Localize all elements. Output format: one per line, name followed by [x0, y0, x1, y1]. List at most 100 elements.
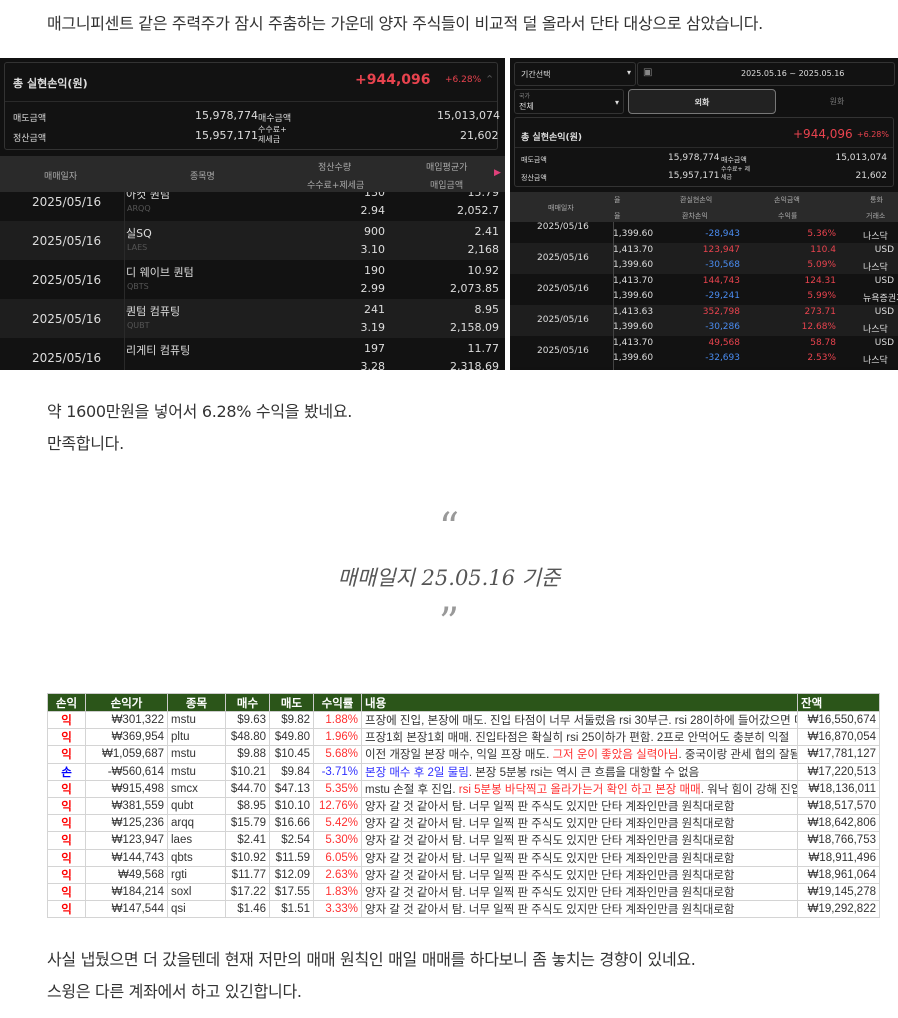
pnl-amount: 273.71	[804, 307, 837, 317]
paragraph: 약 1600만원을 넣어서 6.28% 수익을 봤네요.	[47, 402, 353, 421]
buy-price: $2.41	[225, 831, 270, 850]
dropdown-icon: ▾	[627, 68, 632, 77]
buy-amount: 2,052.7	[457, 204, 499, 217]
fee-label: 수수료+ 제세금	[258, 125, 287, 144]
content-segment: 양자 갈 것 같아서 탐. 너무 일찍 판 주식도 있지만 단타 계좌인만큼 원…	[365, 904, 735, 917]
return-rate: 1.96%	[313, 728, 362, 747]
table-row[interactable]: 2025/05/16 1,413.63 1,399.60 352,798 -30,286…	[510, 305, 898, 336]
trade-date: 2025/05/16	[537, 253, 589, 263]
header-ret: 수익률	[778, 212, 798, 220]
exchange-rate: 1,413.70	[613, 338, 654, 348]
column-header: 내용	[361, 693, 798, 712]
pl-type: 익	[47, 745, 86, 764]
close-quote-icon: ”	[438, 600, 460, 646]
fx-pnl: -29,241	[705, 291, 740, 301]
return-rate: 6.05%	[313, 848, 362, 867]
exchange-rate: 1,399.60	[613, 322, 654, 332]
sell-price: $11.59	[269, 848, 314, 867]
date-range[interactable]: ▣ 2025.05.16 ~ 2025.05.16	[637, 62, 895, 86]
header-rate: 율	[614, 196, 621, 204]
sell-label: 매도금액	[521, 156, 547, 164]
table-header: 매매일자 율 율 환실현손익 환차손익 손익금액 수익률 통화 거래소	[510, 192, 898, 222]
left-screenshot: 총 실현손익(원) +944,096 +6.28% ⌃ 매도금액 15,978,…	[0, 58, 505, 370]
sell-price: $2.54	[269, 831, 314, 850]
buy-price: $10.21	[225, 762, 270, 781]
journal-row: 익 ₩147,544 qsi $1.46 $1.51 3.33% 양자 갈 것 같아서 탐.…	[47, 900, 880, 919]
table-row[interactable]: 2025/05/16 1,413.70 1,399.60 49,568 -32,693 5…	[510, 336, 898, 367]
pl-amount: ₩147,544	[85, 900, 168, 919]
content-segment: 양자 갈 것 같아서 탐. 너무 일찍 판 주식도 있지만 단타 계좌인만큼 원…	[365, 852, 735, 865]
trade-date: 2025/05/16	[537, 346, 589, 356]
buy-price: $11.77	[225, 865, 270, 884]
dropdown-icon: ▾	[615, 98, 620, 107]
scroll-right-icon[interactable]: ▶	[494, 168, 501, 178]
buy-amount: 15,013,074	[437, 109, 500, 122]
realized-pnl: 144,743	[702, 276, 740, 286]
symbol: qbts	[167, 848, 226, 867]
exchange: 나스닥	[863, 325, 888, 335]
sell-price: $9.82	[269, 710, 314, 730]
content-segment: . 본장 5분봉 rsi는 역시 큰 흐름을 대항할 수 없음	[468, 766, 700, 779]
return-rate: 12.76%	[313, 796, 362, 816]
journal-row: 익 ₩369,954 pltu $48.80 $49.80 1.96% 프장1회 본장1회 …	[47, 728, 880, 747]
journal-row: 익 ₩1,059,687 mstu $9.88 $10.45 5.68% 이전 개장일 본장…	[47, 745, 880, 764]
header-avg: 매입평균가	[426, 163, 468, 173]
quantity: 241	[364, 303, 385, 316]
fee: 3.28	[360, 360, 386, 370]
avg-price: 11.77	[467, 342, 500, 355]
content: 양자 갈 것 같아서 탐. 너무 일찍 판 주식도 있지만 단타 계좌인만큼 원…	[361, 814, 798, 833]
pl-amount: ₩144,743	[85, 848, 168, 867]
tab-foreign[interactable]: 외화	[628, 89, 776, 114]
buy-price: $44.70	[225, 779, 270, 798]
header-amt: 손익금액	[774, 196, 800, 204]
content-segment: 양자 갈 것 같아서 탐. 너무 일찍 판 주식도 있지만 단타 계좌인만큼 원…	[365, 835, 735, 848]
total-profit: +944,096	[793, 127, 853, 141]
avg-price: 2.41	[474, 225, 500, 238]
intro-text: 매그니피센트 같은 주력주가 잠시 주춤하는 가운데 양자 주식들이 비교적 덜…	[47, 14, 763, 33]
country-select[interactable]: 국가 전체 ▾	[514, 89, 624, 114]
fee-label: 수수료+ 제세금	[721, 166, 751, 181]
summary-title: 총 실현손익(원)	[13, 77, 88, 90]
collapse-icon[interactable]: ⌃	[485, 73, 495, 86]
paragraph: 만족합니다.	[47, 434, 124, 453]
table-row[interactable]: 2025/05/16 실SQ LAES 900 3.10 2.41 2,168	[0, 221, 505, 260]
pl-amount: ₩1,059,687	[85, 745, 168, 764]
fee: 2.94	[360, 204, 386, 217]
settle-label: 정산금액	[521, 174, 547, 182]
table-row[interactable]: 2025/05/16 1,413.70 1,399.60 123,947 -30,568…	[510, 243, 898, 274]
buy-price: $1.46	[225, 900, 270, 919]
exchange-rate: 1,399.60	[613, 353, 654, 363]
pnl-amount: 110.4	[810, 245, 836, 255]
content: 이전 개장일 본장 매수, 익일 프장 매도. 그저 운이 좋았음 실력아님. …	[361, 745, 798, 764]
exchange-rate: 1,399.60	[613, 260, 654, 270]
exchange: 나스닥	[863, 232, 888, 242]
period-select[interactable]: 기간선택 ▾	[514, 62, 636, 86]
pl-amount: ₩125,236	[85, 814, 168, 833]
exchange-rate: 1,399.60	[613, 291, 654, 301]
trade-journal-table: 손익 손익가 종목 매수 매도 수익률 내용 잔액 익 ₩301,322 mstu $9.63 $9.…	[47, 693, 880, 919]
fx-pnl: -30,568	[705, 260, 740, 270]
exchange-rate: 1,413.70	[613, 276, 654, 286]
header-ex: 거래소	[866, 212, 886, 220]
sell-price: $12.09	[269, 865, 314, 884]
journal-row: 익 ₩125,236 arqq $15.79 $16.66 5.42% 양자 갈 것 같아서…	[47, 814, 880, 833]
symbol: soxl	[167, 882, 226, 902]
content-segment: 양자 갈 것 같아서 탐. 너무 일찍 판 주식도 있지만 단타 계좌인만큼 원…	[365, 801, 735, 814]
return-rate: 5.42%	[313, 814, 362, 833]
tab-won[interactable]: 원화	[829, 97, 845, 106]
symbol: smcx	[167, 779, 226, 798]
content: 양자 갈 것 같아서 탐. 너무 일찍 판 주식도 있지만 단타 계좌인만큼 원…	[361, 848, 798, 867]
table-row[interactable]: 2025/05/16 1,413.70 1,399.60 144,743 -29,241…	[510, 274, 898, 305]
buy-price: $9.88	[225, 745, 270, 764]
table-row[interactable]: 2025/05/16 퀀텀 컴퓨팅 QUBT 241 3.19 8.95 2,158.09	[0, 299, 505, 338]
content-segment: 이전 개장일 본장 매수, 익일 프장 매도.	[365, 749, 553, 762]
trade-date: 2025/05/16	[32, 273, 102, 287]
balance: ₩19,145,278	[797, 882, 880, 902]
realized-pnl: 49,568	[708, 338, 741, 348]
pl-type: 익	[47, 848, 86, 867]
return-rate: 3.33%	[313, 900, 362, 919]
table-row[interactable]: 2025/05/16 디 웨이브 퀀텀 QBTS 190 2.99 10.92 2,073.…	[0, 260, 505, 299]
content: 본장 매수 후 2일 물림. 본장 5분봉 rsi는 역시 큰 흐름을 대항할 …	[361, 762, 798, 781]
stock-name: 디 웨이브 퀀텀	[126, 266, 194, 279]
table-row[interactable]: 2025/05/16 리게티 컴퓨팅 197 3.28 11.77 2,318.69	[0, 338, 505, 370]
